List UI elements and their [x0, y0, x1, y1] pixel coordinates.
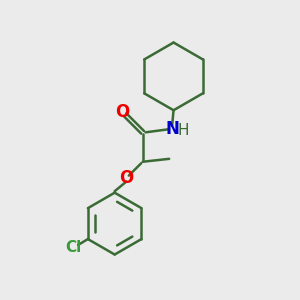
Text: O: O: [116, 103, 130, 121]
Text: O: O: [119, 169, 134, 187]
Text: H: H: [178, 123, 189, 138]
Text: N: N: [165, 120, 179, 138]
Text: Cl: Cl: [65, 239, 82, 254]
